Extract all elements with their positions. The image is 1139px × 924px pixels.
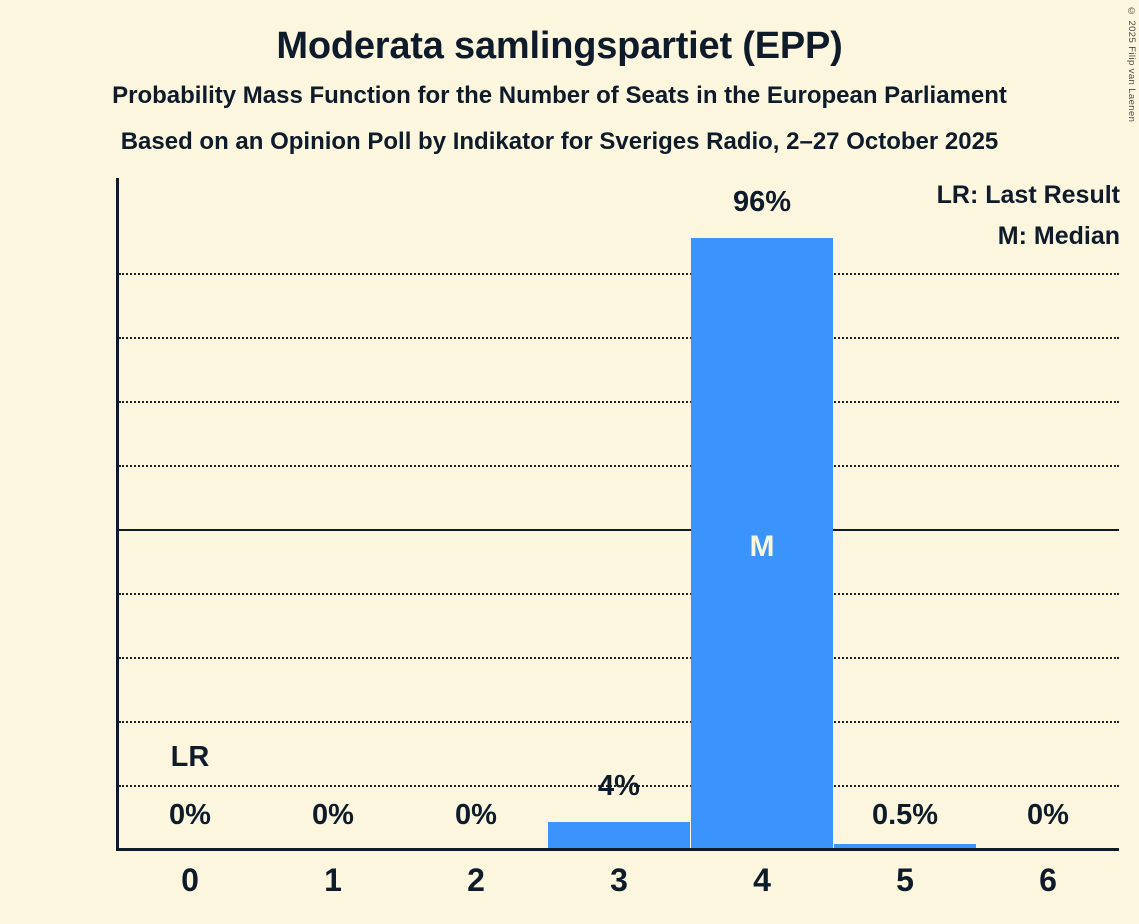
bar-value-0: 0% [169,799,211,831]
y-axis-line [116,178,119,848]
bar-value-2: 0% [455,799,497,831]
median-marker: M [749,530,775,563]
chart-source-subtitle: Based on an Opinion Poll by Indikator fo… [120,128,999,155]
bar-value-5: 0.5% [871,799,939,831]
legend-item-last-result: LR: Last Result [936,181,1120,209]
gridline-20 [119,721,1119,723]
gridline-80 [119,273,1119,275]
x-tick-1: 1 [324,862,342,898]
page-title: Moderata samlingspartiet (EPP) [276,25,843,67]
plot-area: 50% 0% 0% 0% 4% 96% 0.5% 0% LR M [116,178,1119,851]
gridline-70 [119,337,1119,339]
bar-5[interactable] [834,844,976,848]
x-tick-6: 6 [1039,862,1057,898]
bar-value-1: 0% [312,799,354,831]
gridline-50: 50% [119,529,1119,531]
x-tick-3: 3 [610,862,628,898]
x-tick-5: 5 [896,862,914,898]
gridline-30 [119,657,1119,659]
last-result-marker: LR [170,741,210,773]
title-block: Moderata samlingspartiet (EPP) Probabili… [0,0,1119,154]
x-tick-0: 0 [181,862,199,898]
bar-value-6: 0% [1027,799,1069,831]
chart-legend: LR: Last Result M: Median [937,183,1120,249]
bar-3[interactable] [548,822,690,848]
chart-subtitle: Probability Mass Function for the Number… [112,82,1007,109]
bar-value-3: 4% [598,770,640,802]
bar-4[interactable] [691,238,833,848]
x-axis-line [116,848,1119,851]
copyright-notice: © 2025 Filip van Laenen [1126,6,1137,123]
legend-item-median: M: Median [997,222,1120,250]
gridline-55 [119,465,1119,467]
x-tick-2: 2 [467,862,485,898]
gridline-40 [119,593,1119,595]
gridline-10 [119,785,1119,787]
bar-value-4: 96% [732,186,792,218]
gridline-60 [119,401,1119,403]
x-tick-4: 4 [753,862,771,898]
